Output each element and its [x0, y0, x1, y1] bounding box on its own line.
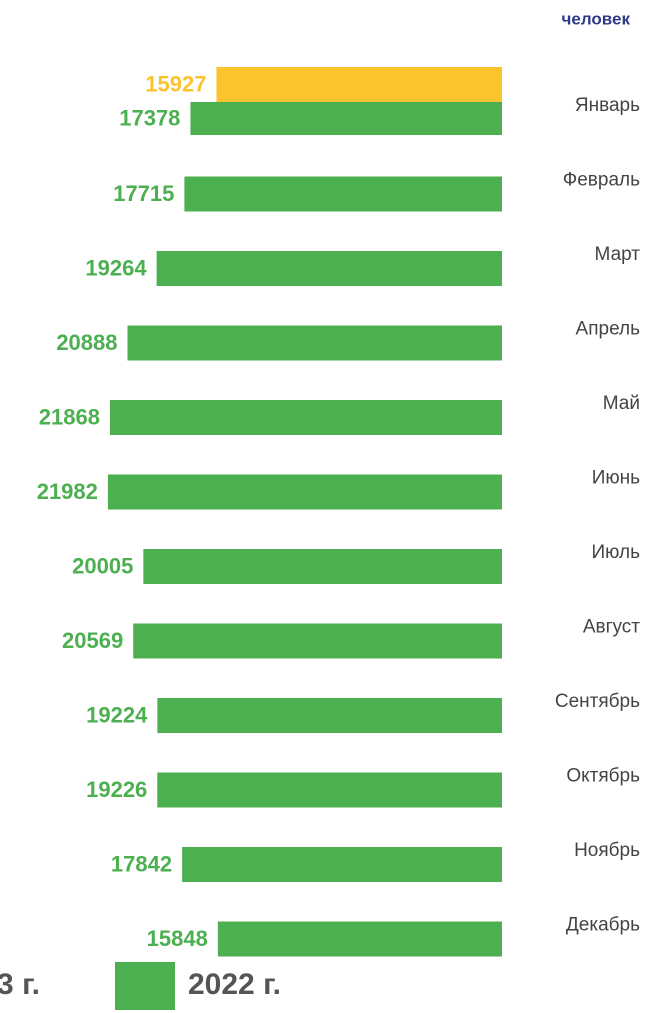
legend-label: 2023 г. [0, 968, 40, 1001]
category-label: Октябрь [566, 766, 640, 787]
category-label: Январь [575, 95, 640, 116]
bar [127, 325, 503, 361]
bar [143, 549, 502, 584]
legend-swatch [115, 962, 175, 1010]
bar [216, 67, 502, 102]
category-label: Июль [592, 542, 641, 563]
value-label: 20569 [62, 628, 123, 653]
category-label: Апрель [576, 319, 641, 340]
value-label: 15848 [147, 926, 208, 951]
bar [157, 772, 502, 808]
category-label: Сентябрь [555, 691, 640, 712]
category-label: Май [603, 393, 640, 414]
category-label: Ноябрь [574, 840, 640, 861]
value-label: 17715 [113, 181, 174, 206]
bar [109, 400, 503, 435]
value-label: 17378 [119, 105, 180, 130]
bar [107, 474, 503, 510]
bar [133, 623, 502, 659]
legend-label: 2022 г. [188, 968, 281, 1001]
value-label: 19264 [85, 255, 147, 280]
category-label: Июнь [592, 468, 640, 489]
value-label: 15927 [145, 71, 206, 96]
bar [190, 102, 502, 135]
category-label: Февраль [563, 170, 640, 191]
value-label: 19226 [86, 777, 147, 802]
category-label: Март [595, 244, 641, 265]
value-label: 21868 [39, 404, 100, 429]
value-label: 19224 [86, 702, 148, 727]
bar [184, 176, 502, 212]
value-label: 20888 [56, 330, 117, 355]
category-label: Август [583, 617, 640, 638]
bar [217, 921, 503, 957]
value-label: 17842 [111, 851, 172, 876]
bar [157, 698, 503, 733]
bar [182, 847, 503, 882]
unit-label: человек [562, 9, 631, 28]
value-label: 21982 [37, 479, 98, 504]
value-label: 20005 [72, 553, 133, 578]
category-label: Декабрь [566, 915, 640, 936]
bar [156, 251, 502, 286]
